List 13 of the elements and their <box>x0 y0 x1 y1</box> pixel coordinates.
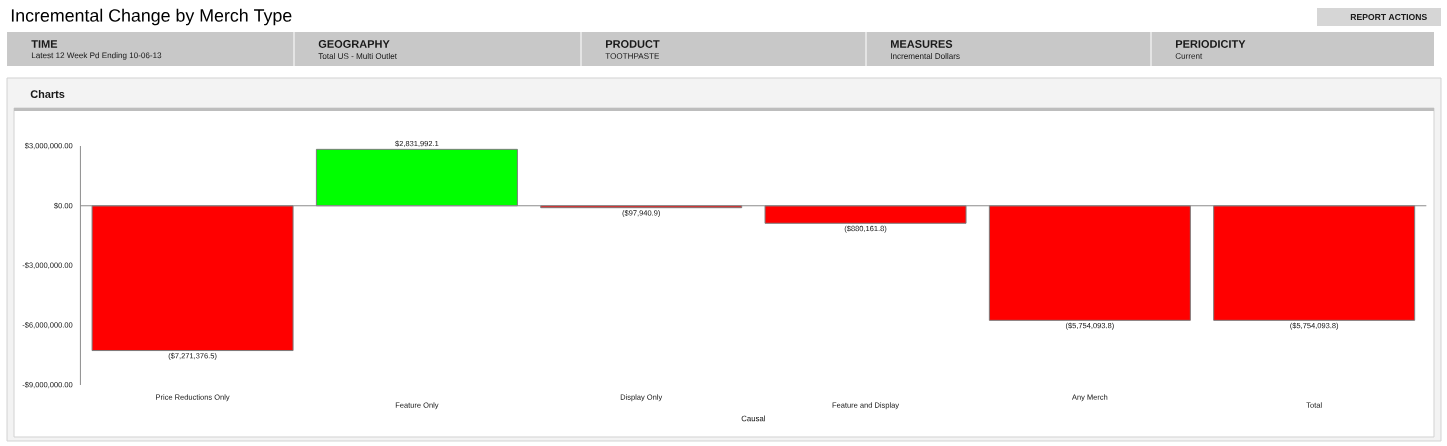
text: GEOGRAPHY <box>318 40 390 48</box>
text: Latest 12 Week Pd Ending 10-06-13 <box>31 52 162 60</box>
text: TIME <box>31 40 58 48</box>
text: PRODUCT <box>606 40 660 48</box>
text: Total US - Multi Outlet <box>318 53 397 59</box>
chart-title: Incremental Change by Merch Type <box>11 8 292 26</box>
text: Charts <box>30 89 65 98</box>
text: TOOTHPASTE <box>605 53 660 59</box>
text: PERIODICITY <box>1175 40 1246 48</box>
text: Current <box>1175 53 1203 59</box>
text: REPORT ACTIONS <box>1350 13 1427 21</box>
text: MEASURES <box>891 40 953 48</box>
text: Incremental Dollars <box>891 53 960 59</box>
